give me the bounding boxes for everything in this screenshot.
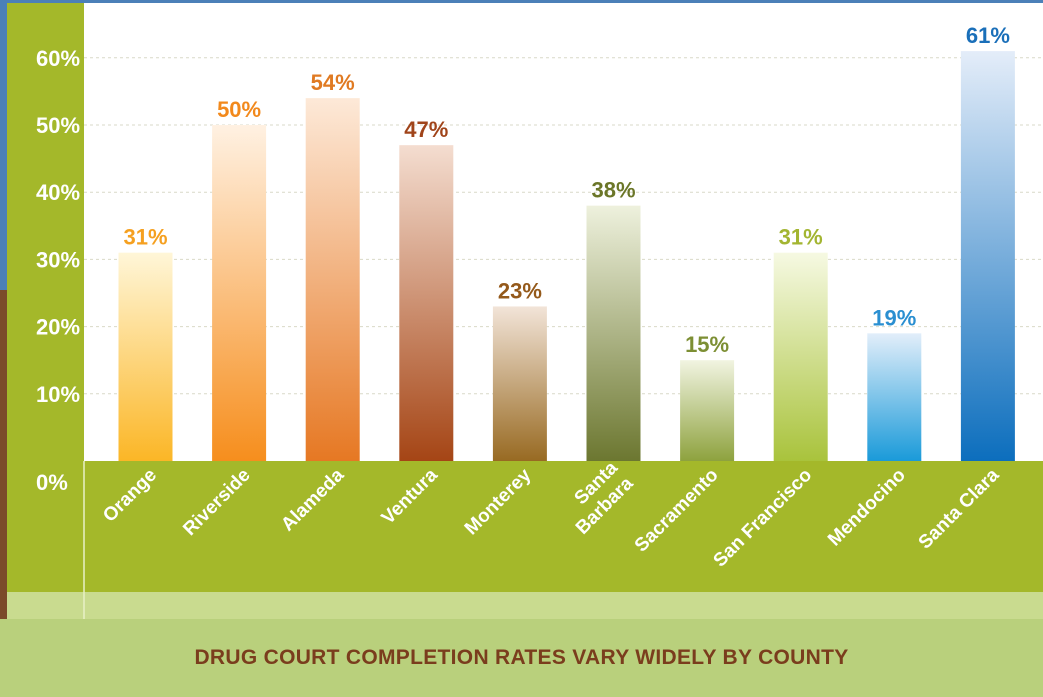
bar [305,98,360,462]
y-tick-label: 50% [36,113,80,138]
value-label: 54% [311,70,355,95]
value-label: 61% [966,23,1010,48]
value-label: 15% [685,332,729,357]
x-axis-panel [84,461,1043,592]
frame-edge-brown [0,290,7,619]
y-tick-label: 30% [36,247,80,272]
y-tick-label: 40% [36,180,80,205]
bar [680,360,735,461]
bar [867,333,922,461]
value-label: 31% [779,225,823,250]
bar [586,205,641,461]
bar [492,306,547,461]
value-label: 50% [217,97,261,122]
value-label: 47% [404,117,448,142]
bar [960,51,1015,461]
chart-title-banner: DRUG COURT COMPLETION RATES VARY WIDELY … [0,619,1043,697]
bar [118,252,173,461]
bar [212,125,267,461]
value-label: 19% [872,305,916,330]
y-tick-label: 20% [36,315,80,340]
bars [118,51,1015,462]
value-label: 31% [123,225,167,250]
y-tick-label: 10% [36,382,80,407]
frame-top-edge [7,0,1043,3]
x-axis-lower-band [7,592,1043,619]
bar [773,252,828,461]
y-tick-label: 0% [36,470,68,495]
y-axis-panel [7,3,84,619]
frame-edge-blue [0,0,7,290]
y-axis-ticks: 0% 10% 20% 30% 40% 50% 60% [36,46,80,495]
y-tick-label: 60% [36,46,80,71]
value-label: 23% [498,278,542,303]
value-label: 38% [591,178,635,203]
bar [399,145,454,461]
chart-title: DRUG COURT COMPLETION RATES VARY WIDELY … [194,646,849,669]
value-labels: 31% 50% 54% 47% 23% 38% 15% 31% 19% 61% [123,23,1009,357]
